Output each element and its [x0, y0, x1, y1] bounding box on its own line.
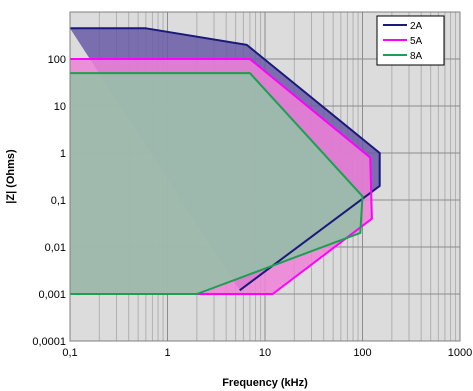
- legend-label-2A: 2A: [410, 21, 423, 32]
- x-tick-label: 0,1: [62, 347, 77, 359]
- y-tick-label: 1: [60, 148, 66, 160]
- series-line-2A: [70, 27, 381, 292]
- series-area-8A: [70, 73, 363, 294]
- y-tick-label: 10: [54, 101, 66, 113]
- x-tick-label: 100: [353, 347, 371, 359]
- x-tick-label: 1: [164, 347, 170, 359]
- x-axis-label: Frequency (kHz): [222, 377, 308, 389]
- y-axis-label: |Z| (Ohms): [5, 149, 17, 204]
- y-tick-label: 0,0001: [32, 336, 66, 348]
- x-tick-label: 10: [259, 347, 271, 359]
- series-line-5A: [70, 58, 373, 295]
- legend: 2A 5A 8A: [376, 15, 445, 66]
- x-tick-label: 1000: [448, 347, 472, 359]
- tick-labels: 0,1 1 10 100 1000 0,0001 0,001 0,01 0,1 1 10 100: [32, 54, 472, 359]
- y-tick-label: 0,01: [45, 242, 66, 254]
- series-layer: [70, 27, 381, 295]
- legend-label-8A: 8A: [410, 51, 423, 62]
- y-tick-label: 0,001: [38, 289, 66, 301]
- legend-label-5A: 5A: [410, 36, 423, 47]
- y-tick-label: 0,1: [51, 195, 66, 207]
- series-line-8A: [70, 72, 364, 295]
- plot-border: [69, 11, 461, 342]
- y-tick-label: 100: [48, 54, 66, 66]
